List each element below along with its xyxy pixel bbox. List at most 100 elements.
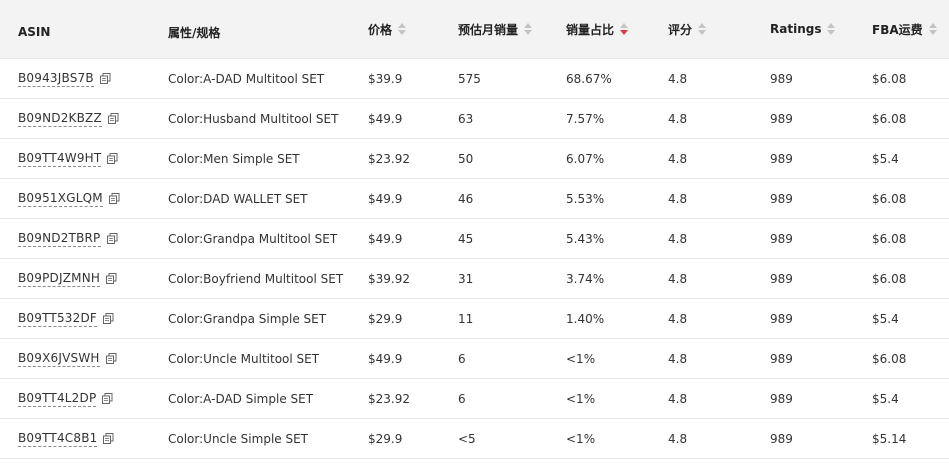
score-cell: 4.8 (668, 271, 688, 286)
price-cell: $23.92 (368, 151, 410, 166)
asin-link[interactable]: B09TT4C8B1 (18, 430, 98, 447)
monthly-sales-cell: 46 (458, 191, 474, 206)
sort-descending-active-icon[interactable] (620, 23, 629, 35)
header-score[interactable]: 评分 (668, 3, 707, 55)
fba-fee-cell: $5.14 (872, 431, 907, 446)
attribute-cell: Color:Uncle Multitool SET (168, 351, 320, 366)
attribute-cell: Color:Uncle Simple SET (168, 431, 308, 446)
asin-link[interactable]: B09ND2TBRP (18, 230, 101, 247)
fba-fee-cell: $6.08 (872, 111, 907, 126)
sales-share-cell: 1.40% (566, 311, 605, 326)
monthly-sales-cell: 6 (458, 351, 466, 366)
ratings-cell: 989 (770, 431, 793, 446)
sales-share-cell: 68.67% (566, 71, 612, 86)
header-fba-fee[interactable]: FBA运费 (872, 3, 937, 55)
table-row: B09ND2KBZZ Color:Husband Multitool SET $… (0, 99, 949, 139)
header-price[interactable]: 价格 (368, 3, 407, 55)
sales-share-cell: <1% (566, 391, 596, 406)
table-row: B09X6JVSWH Color:Uncle Multitool SET $49… (0, 339, 949, 379)
header-asin-label: ASIN (18, 25, 51, 39)
ratings-cell: 989 (770, 191, 793, 206)
sales-share-cell: 6.07% (566, 151, 605, 166)
sales-share-cell: <1% (566, 431, 596, 446)
score-cell: 4.8 (668, 231, 688, 246)
monthly-sales-cell: 575 (458, 71, 481, 86)
score-cell: 4.8 (668, 191, 688, 206)
asin-link[interactable]: B0951XGLQM (18, 190, 103, 207)
sales-share-cell: 5.43% (566, 231, 605, 246)
ratings-cell: 989 (770, 271, 793, 286)
price-cell: $39.92 (368, 271, 410, 286)
sales-share-cell: 3.74% (566, 271, 605, 286)
table-row: B09TT532DF Color:Grandpa Simple SET $29.… (0, 299, 949, 339)
asin-link[interactable]: B09ND2KBZZ (18, 110, 102, 127)
asin-link[interactable]: B09TT4W9HT (18, 150, 102, 167)
fba-fee-cell: $6.08 (872, 351, 907, 366)
table-row: B09PDJZMNH Color:Boyfriend Multitool SET… (0, 259, 949, 299)
score-cell: 4.8 (668, 111, 688, 126)
sort-icon[interactable] (398, 23, 407, 35)
table-row: B09TT4C8B1 Color:Uncle Simple SET $29.9 … (0, 419, 949, 459)
table-row: B0943JBS7B Color:A-DAD Multitool SET $39… (0, 59, 949, 99)
copy-icon[interactable] (107, 113, 119, 124)
header-fba-fee-label: FBA运费 (872, 22, 923, 37)
attribute-cell: Color:A-DAD Multitool SET (168, 71, 325, 86)
ratings-cell: 989 (770, 111, 793, 126)
monthly-sales-cell: 6 (458, 391, 466, 406)
sort-icon[interactable] (698, 23, 707, 35)
fba-fee-cell: $5.4 (872, 311, 899, 326)
ratings-cell: 989 (770, 151, 793, 166)
table-row: B0951XGLQM Color:DAD WALLET SET $49.9 46… (0, 179, 949, 219)
asin-cell: B09TT532DF (18, 299, 114, 338)
asin-link[interactable]: B09X6JVSWH (18, 350, 100, 367)
copy-icon[interactable] (105, 353, 117, 364)
asin-link[interactable]: B09TT532DF (18, 310, 97, 327)
copy-icon[interactable] (99, 73, 111, 84)
attribute-cell: Color:DAD WALLET SET (168, 191, 308, 206)
asin-cell: B0951XGLQM (18, 179, 120, 218)
copy-icon[interactable] (102, 393, 113, 404)
score-cell: 4.8 (668, 311, 688, 326)
copy-icon[interactable] (103, 313, 114, 324)
header-monthly-sales[interactable]: 预估月销量 (458, 3, 533, 55)
asin-link[interactable]: B09TT4L2DP (18, 390, 97, 407)
attribute-cell: Color:A-DAD Simple SET (168, 391, 314, 406)
table-body: B0943JBS7B Color:A-DAD Multitool SET $39… (0, 59, 949, 459)
asin-link[interactable]: B0943JBS7B (18, 70, 94, 87)
copy-icon[interactable] (103, 433, 114, 444)
attribute-cell: Color:Men Simple SET (168, 151, 300, 166)
sales-share-cell: <1% (566, 351, 596, 366)
fba-fee-cell: $6.08 (872, 271, 907, 286)
sort-icon[interactable] (524, 23, 533, 35)
fba-fee-cell: $5.4 (872, 391, 899, 406)
monthly-sales-cell: 50 (458, 151, 474, 166)
header-attribute: 属性/规格 (168, 6, 220, 58)
header-score-label: 评分 (668, 22, 693, 37)
fba-fee-cell: $6.08 (872, 191, 907, 206)
price-cell: $29.9 (368, 311, 403, 326)
asin-cell: B09ND2KBZZ (18, 99, 119, 138)
asin-link[interactable]: B09PDJZMNH (18, 270, 101, 287)
monthly-sales-cell: 11 (458, 311, 474, 326)
monthly-sales-cell: 31 (458, 271, 474, 286)
ratings-cell: 989 (770, 351, 793, 366)
sort-icon[interactable] (928, 23, 937, 35)
ratings-cell: 989 (770, 391, 793, 406)
price-cell: $49.9 (368, 111, 403, 126)
copy-icon[interactable] (108, 193, 120, 204)
monthly-sales-cell: <5 (458, 431, 476, 446)
table-row: B09TT4L2DP Color:A-DAD Simple SET $23.92… (0, 379, 949, 419)
copy-icon[interactable] (106, 273, 117, 284)
header-price-label: 价格 (368, 22, 393, 37)
fba-fee-cell: $6.08 (872, 231, 907, 246)
score-cell: 4.8 (668, 351, 688, 366)
header-sales-share[interactable]: 销量占比 (566, 3, 629, 55)
copy-icon[interactable] (106, 233, 118, 244)
header-ratings[interactable]: Ratings (770, 3, 836, 55)
score-cell: 4.8 (668, 151, 688, 166)
price-cell: $49.9 (368, 231, 403, 246)
monthly-sales-cell: 45 (458, 231, 474, 246)
price-cell: $49.9 (368, 191, 403, 206)
sort-icon[interactable] (827, 23, 836, 35)
copy-icon[interactable] (107, 153, 118, 164)
